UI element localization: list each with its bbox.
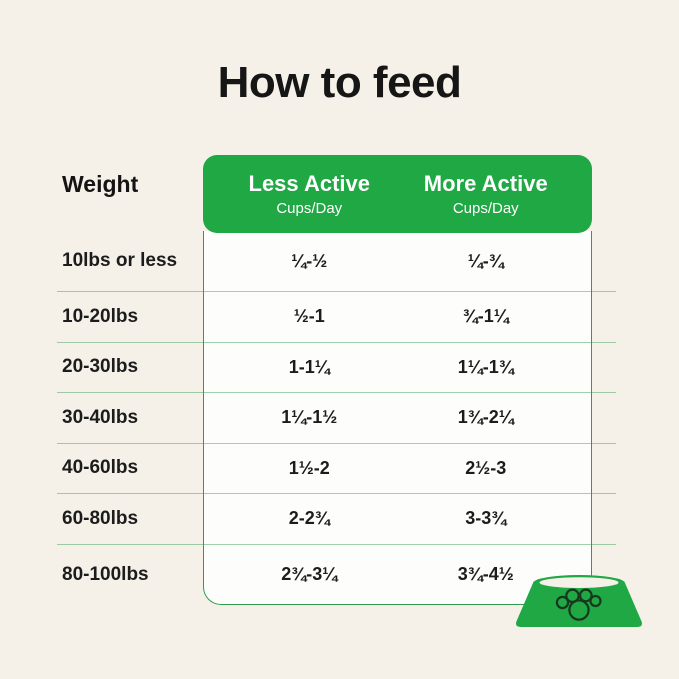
row-more-active-value: 3¾-4½: [457, 564, 514, 585]
row-weight-label: 60-80lbs: [62, 507, 139, 529]
row-less-active-value: 2-2¾: [288, 508, 330, 529]
table-row: 40-60lbs 1½-2 2½-3: [57, 444, 616, 494]
table-body-background: [203, 231, 592, 605]
header-less-active: Less Active Cups/Day: [203, 155, 398, 233]
table-row: 10-20lbs ½-1 ¾-1¼: [57, 292, 616, 343]
header-more-active: More Active Cups/Day: [398, 155, 593, 233]
page-title: How to feed: [217, 58, 462, 107]
table-row: 60-80lbs 2-2¾ 3-3¾: [57, 494, 616, 545]
row-more-active-value: ¾-1¼: [462, 306, 509, 327]
row-more-active-value: ¼-¾: [467, 250, 504, 271]
bowl-opening: [539, 577, 619, 588]
less-active-sublabel: Cups/Day: [276, 200, 343, 217]
row-weight-label: 10-20lbs: [62, 305, 139, 327]
row-less-active-value: 1½-2: [288, 457, 330, 478]
table-row: 10lbs or less ¼-½ ¼-¾: [57, 231, 616, 292]
more-active-sublabel: Cups/Day: [452, 200, 519, 217]
table-header: Less Active Cups/Day More Active Cups/Da…: [203, 155, 592, 233]
row-more-active-value: 2½-3: [465, 457, 507, 478]
dog-bowl-icon: [516, 575, 642, 627]
row-less-active-value: ½-1: [293, 306, 325, 327]
row-less-active-value: 1¼-1½: [281, 407, 338, 428]
paw-print-icon: [555, 588, 602, 621]
row-more-active-value: 3-3¾: [465, 508, 507, 529]
less-active-label: Less Active: [248, 171, 370, 196]
row-weight-label: 80-100lbs: [62, 563, 149, 585]
row-less-active-value: 1-1¼: [288, 356, 330, 377]
row-less-active-value: ¼-½: [291, 250, 328, 271]
row-less-active-value: 2¾-3¼: [281, 564, 338, 585]
table-rows: 10lbs or less ¼-½ ¼-¾ 10-20lbs ½-1 ¾-1¼ …: [57, 231, 616, 605]
table-row: 30-40lbs 1¼-1½ 1¾-2¼: [57, 393, 616, 444]
weight-column-header: Weight: [62, 171, 139, 197]
row-more-active-value: 1¼-1¾: [457, 356, 514, 377]
row-more-active-value: 1¾-2¼: [457, 407, 514, 428]
more-active-label: More Active: [423, 171, 548, 196]
bowl-body: [516, 583, 642, 627]
row-weight-label: 40-60lbs: [62, 457, 139, 479]
table-row: 80-100lbs 2¾-3¼ 3¾-4½: [57, 545, 616, 606]
table-row: 20-30lbs 1-1¼ 1¼-1¾: [57, 343, 616, 393]
row-weight-label: 30-40lbs: [62, 406, 139, 428]
row-weight-label: 20-30lbs: [62, 356, 139, 378]
row-weight-label: 10lbs or less: [62, 250, 178, 271]
